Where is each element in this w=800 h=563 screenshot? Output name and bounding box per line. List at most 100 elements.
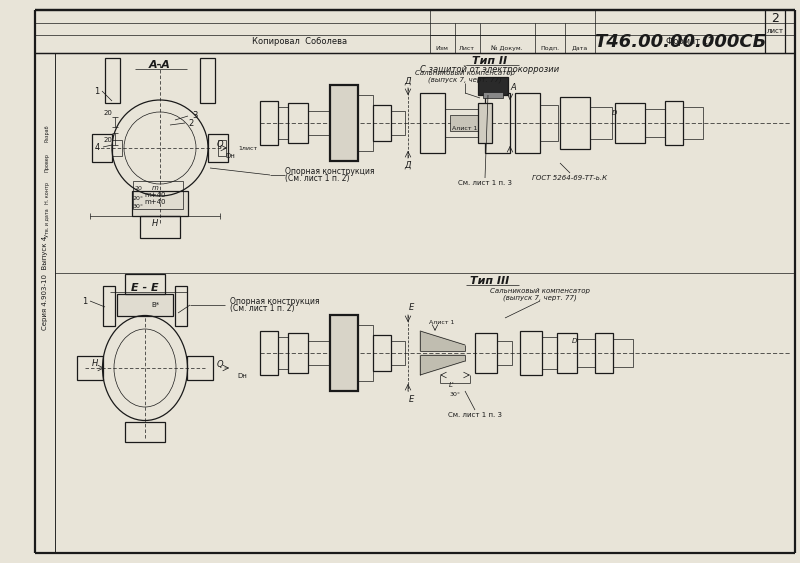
- Bar: [260, 101, 278, 145]
- Text: L': L': [449, 382, 455, 388]
- Bar: [133, 181, 183, 209]
- Text: См. лист 1 п. 3: См. лист 1 п. 3: [458, 180, 512, 186]
- Polygon shape: [420, 331, 465, 351]
- Bar: [391, 341, 405, 365]
- Bar: [542, 337, 557, 369]
- Text: Лист: Лист: [459, 46, 475, 51]
- Bar: [577, 339, 595, 367]
- Text: 3: 3: [192, 111, 198, 120]
- Bar: [497, 341, 512, 365]
- Bar: [515, 93, 540, 153]
- Text: T46.00.00.000СБ: T46.00.00.000СБ: [594, 33, 766, 51]
- Text: Изм: Изм: [435, 46, 449, 51]
- Text: D: D: [612, 110, 618, 116]
- Bar: [200, 58, 215, 103]
- Bar: [373, 335, 391, 371]
- Text: 2: 2: [188, 118, 194, 127]
- Text: Разраб: Разраб: [45, 124, 50, 142]
- Bar: [308, 341, 330, 365]
- Bar: [560, 97, 590, 149]
- Bar: [218, 140, 226, 156]
- Bar: [140, 216, 180, 238]
- Text: 20°: 20°: [133, 195, 143, 200]
- Bar: [483, 92, 503, 98]
- Text: m+40: m+40: [144, 192, 166, 198]
- Text: Q: Q: [217, 141, 223, 150]
- Bar: [208, 134, 228, 162]
- Text: 2: 2: [771, 11, 779, 25]
- Bar: [103, 286, 115, 326]
- Text: ГОСТ 5264-69-ТТ-ь.К: ГОСТ 5264-69-ТТ-ь.К: [533, 175, 607, 181]
- Text: См. лист 1 п. 3: См. лист 1 п. 3: [448, 412, 502, 418]
- Text: 20: 20: [103, 137, 113, 143]
- Text: Н. контр: Н. контр: [45, 182, 50, 204]
- Text: 20: 20: [134, 185, 142, 190]
- Bar: [485, 93, 510, 153]
- Text: Провер: Провер: [45, 154, 50, 172]
- Text: (См. лист 1 п. 2): (См. лист 1 п. 2): [285, 175, 350, 184]
- Text: Е - Е: Е - Е: [131, 283, 159, 293]
- Text: Сальниковый компенсатор: Сальниковый компенсатор: [490, 288, 590, 294]
- Bar: [117, 294, 173, 316]
- Bar: [112, 140, 122, 156]
- Text: (выпуск 7, черт. 77): (выпуск 7, черт. 77): [503, 295, 577, 301]
- Text: D: D: [572, 338, 578, 344]
- Bar: [77, 356, 103, 380]
- Text: Dн: Dн: [225, 153, 235, 159]
- Bar: [615, 103, 645, 143]
- Bar: [105, 58, 120, 103]
- Text: H: H: [152, 218, 158, 227]
- Bar: [330, 315, 358, 391]
- Text: H: H: [92, 359, 98, 368]
- Bar: [665, 101, 683, 145]
- Text: Опорная конструкция: Опорная конструкция: [230, 297, 319, 306]
- Text: Dн: Dн: [237, 373, 247, 379]
- Bar: [92, 134, 112, 162]
- Bar: [613, 339, 633, 367]
- Text: Формат 12: Формат 12: [666, 37, 714, 46]
- Text: Серия 4.903-10  Выпуск 4: Серия 4.903-10 Выпуск 4: [42, 236, 48, 330]
- Text: m: m: [151, 185, 158, 191]
- Bar: [125, 274, 165, 294]
- Bar: [450, 115, 480, 131]
- Bar: [125, 422, 165, 442]
- Text: лист: лист: [766, 28, 783, 34]
- Text: С защитой от электрокоррозии: С защитой от электрокоррозии: [420, 65, 560, 74]
- Text: 1: 1: [94, 87, 100, 96]
- Bar: [478, 77, 508, 95]
- Text: А-А: А-А: [149, 60, 171, 70]
- Text: Сальниковый компенсатор: Сальниковый компенсатор: [415, 70, 515, 76]
- Text: Тип III: Тип III: [470, 276, 510, 286]
- Text: Утв. и дата: Утв. и дата: [45, 209, 50, 238]
- Bar: [475, 333, 497, 373]
- Bar: [278, 337, 288, 369]
- Text: В*: В*: [151, 302, 159, 308]
- Text: 1лист: 1лист: [238, 145, 258, 150]
- Text: Алист 1: Алист 1: [452, 126, 478, 131]
- Bar: [288, 333, 308, 373]
- Text: А: А: [510, 83, 516, 92]
- Text: m+40: m+40: [144, 199, 166, 205]
- Text: (выпуск 7, черт. 77): (выпуск 7, черт. 77): [428, 77, 502, 83]
- Text: (См. лист 1 п. 2): (См. лист 1 п. 2): [230, 305, 294, 314]
- Text: Подп.: Подп.: [541, 46, 559, 51]
- Text: Копировал  Соболева: Копировал Соболева: [253, 37, 347, 46]
- Bar: [260, 331, 278, 375]
- Bar: [373, 105, 391, 141]
- Text: Е: Е: [408, 395, 414, 404]
- Bar: [358, 95, 373, 151]
- Text: 30°: 30°: [450, 392, 461, 397]
- Bar: [420, 93, 445, 153]
- Bar: [478, 103, 492, 143]
- Bar: [683, 107, 703, 139]
- Text: Дата: Дата: [572, 46, 588, 51]
- Text: Е: Е: [408, 302, 414, 311]
- Text: Тип II: Тип II: [473, 56, 507, 66]
- Text: Q: Q: [217, 360, 223, 369]
- Bar: [288, 103, 308, 143]
- Bar: [645, 109, 665, 137]
- Bar: [330, 85, 358, 161]
- Bar: [358, 325, 373, 381]
- Bar: [132, 191, 188, 216]
- Text: Д: Д: [405, 160, 411, 169]
